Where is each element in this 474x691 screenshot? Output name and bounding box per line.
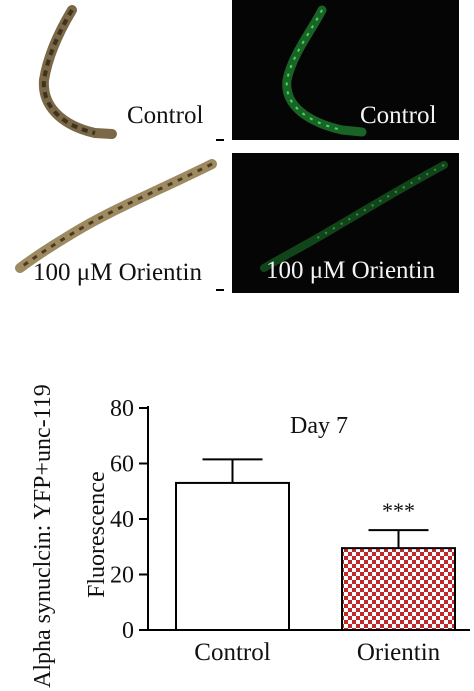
chart-title: Day 7 (290, 413, 348, 439)
y-tick-label: 20 (110, 563, 134, 589)
bar-orientin (342, 548, 455, 630)
panel-label-orientin-fluor: 100 μM Orientin (266, 258, 435, 283)
x-tick-label: Control (194, 639, 270, 666)
y-tick-label: 60 (110, 452, 134, 478)
x-tick-label: Orientin (357, 639, 441, 666)
bar-control (176, 483, 289, 630)
panel-label-control: Control (127, 103, 203, 128)
fluorescence-control-panel: Control (232, 0, 459, 140)
y-tick-label: 40 (110, 507, 134, 533)
fluorescence-orientin-panel: 100 μM Orientin (232, 153, 459, 293)
panel-label-control-fluor: Control (360, 103, 436, 128)
brightfield-orientin-panel: 100 μM Orientin (0, 150, 228, 295)
y-tick-label: 0 (122, 618, 134, 644)
y-tick-label: 80 (110, 396, 134, 422)
significance-marker: *** (382, 498, 415, 523)
panel-label-orientin: 100 μM Orientin (33, 260, 202, 285)
brightfield-control-panel: Control (0, 0, 228, 145)
scale-bar (216, 139, 224, 141)
scale-bar (216, 289, 224, 291)
bar-chart: 0 20 40 60 80 Control Orientin *** Day 7 (0, 300, 474, 691)
